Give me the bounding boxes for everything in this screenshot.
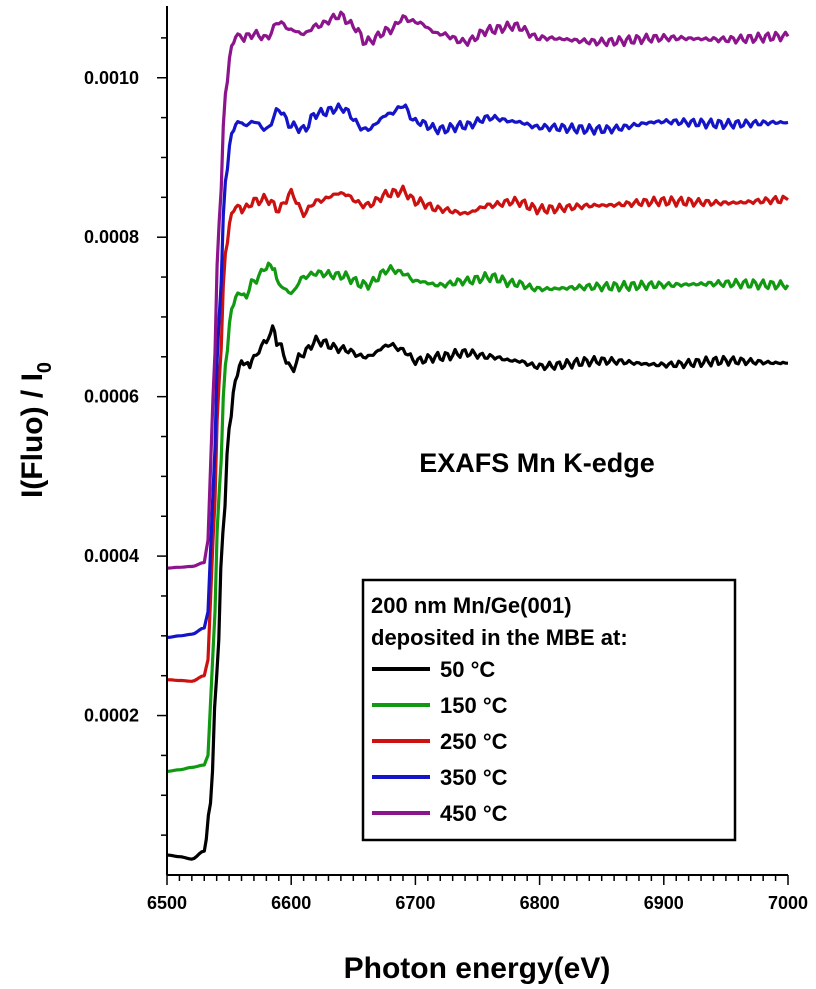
x-tick-label: 7000: [768, 893, 808, 913]
series-line-350c: [166, 102, 789, 639]
series-line-50c: [166, 324, 789, 861]
x-tick-label: 6500: [147, 893, 187, 913]
legend-box: [361, 578, 737, 842]
x-tick-label: 6600: [271, 893, 311, 913]
legend: 200 nm Mn/Ge(001) deposited in the MBE a…: [361, 578, 737, 842]
y-axis-title-main: I(Fluo) / I: [16, 373, 49, 498]
legend-entry-label: 350 °C: [440, 765, 508, 790]
legend-entry-label: 250 °C: [440, 729, 508, 754]
x-axis-ticks: 6500 6600 6700 6800 6900 7000: [147, 875, 808, 913]
series-layer: [166, 10, 790, 861]
chart-annotation: EXAFS Mn K-edge: [419, 448, 655, 478]
x-axis-title: Photon energy(eV): [344, 952, 611, 985]
y-tick-label: 0.0002: [84, 706, 139, 726]
plot-area: 6500 6600 6700 6800 6900 7000 0.00020.00040.0…: [84, 6, 808, 913]
series-line-250c: [166, 184, 789, 683]
series-line-450c: [166, 10, 790, 570]
x-tick-label: 6700: [395, 893, 435, 913]
series-line-150c: [166, 261, 790, 773]
legend-entry-label: 50 °C: [440, 657, 495, 682]
y-tick-label: 0.0004: [84, 546, 139, 566]
x-tick-label: 6900: [644, 893, 684, 913]
y-tick-label: 0.0010: [84, 68, 139, 88]
legend-entries: 50 °C 150 °C 250 °C 350 °C 450 °C: [372, 657, 508, 826]
legend-entry-label: 150 °C: [440, 693, 508, 718]
legend-title-line-1: 200 nm Mn/Ge(001): [371, 593, 572, 618]
legend-title-line-2: deposited in the MBE at:: [371, 625, 628, 650]
y-axis-title: I(Fluo) / I0: [16, 362, 56, 498]
legend-entry-label: 450 °C: [440, 801, 508, 826]
y-tick-label: 0.0008: [84, 227, 139, 247]
y-axis-title-subscript: 0: [34, 362, 56, 373]
x-tick-label: 6800: [520, 893, 560, 913]
y-axis-ticks: 0.0002 0.0004 0.0006 0.0008 0.0010: [84, 37, 167, 836]
y-tick-label: 0.0006: [84, 387, 139, 407]
